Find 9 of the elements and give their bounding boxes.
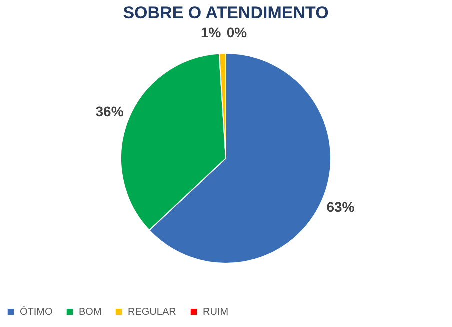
legend-label: RUIM <box>203 307 229 318</box>
text: 0% <box>226 24 248 40</box>
data-label: 36% <box>96 103 124 120</box>
chart-title: SOBRE O ATENDIMENTO <box>123 4 329 22</box>
data-label: 1% <box>200 24 222 41</box>
legend-label: ÓTIMO <box>20 306 53 318</box>
legend-label: BOM <box>79 307 102 318</box>
data-label: 63% <box>326 199 356 216</box>
legend-label: REGULAR <box>128 307 176 318</box>
